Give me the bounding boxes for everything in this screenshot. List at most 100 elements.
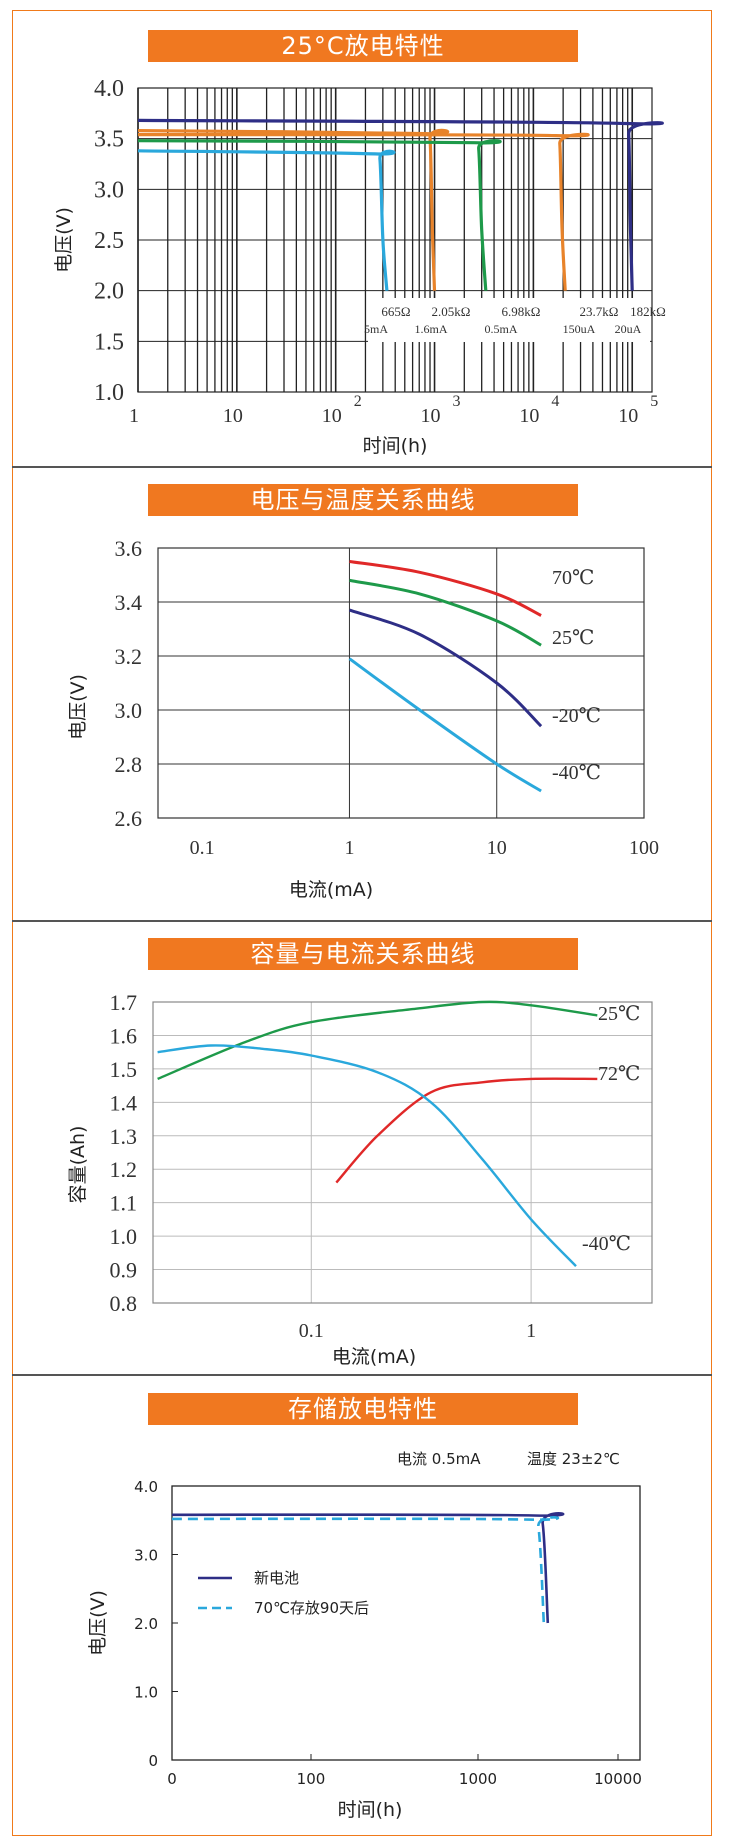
y-tick-label: 1.7: [110, 990, 138, 1015]
panel-divider: [12, 466, 712, 468]
legend-label: 70℃存放90天后: [254, 1599, 369, 1617]
x-axis-title: 电流(mA): [332, 1346, 416, 1368]
condition-current: 电流 0.5mA: [397, 1450, 481, 1468]
series-line: [171, 1512, 565, 1624]
chart-title-banner: 存储放电特性: [148, 1393, 578, 1425]
y-tick-label: 1.4: [110, 1090, 138, 1115]
y-tick-label: 2.0: [94, 279, 124, 305]
condition-temperature: 温度 23±2℃: [527, 1450, 620, 1468]
series-line: [348, 657, 542, 793]
y-tick-label: 3.4: [115, 590, 143, 615]
series-sublabel: 1.6mA: [415, 322, 448, 336]
x-tick-label: 1: [129, 405, 139, 427]
y-tick-label: 1.0: [94, 380, 124, 406]
x-tick-label: 0.1: [190, 837, 215, 859]
series-line: [349, 578, 542, 647]
y-tick-label: 0: [148, 1752, 158, 1770]
y-tick-label: 3.0: [94, 177, 124, 203]
y-tick-label: 3.0: [134, 1547, 158, 1565]
series-line: [157, 1044, 577, 1268]
x-tick-label: 100: [629, 837, 659, 859]
x-tick-label: 100: [297, 1770, 326, 1788]
x-tick-label: 0.1: [299, 1320, 324, 1342]
series-sublabel: 5mA: [364, 322, 388, 336]
series-line: [137, 118, 664, 291]
y-tick-label: 1.6: [110, 1023, 138, 1048]
storage-discharge-chart: 0 1.0 2.0 3.0 4.0 0 100 1000 10000 新电池 70℃存放90天后 电流…: [87, 1450, 642, 1821]
series-label: -40℃: [552, 762, 601, 784]
series-label: -40℃: [582, 1233, 631, 1255]
x-tick-exponent: 3: [453, 393, 461, 410]
series-line: [349, 560, 542, 617]
series-sublabel: 20uA: [615, 322, 642, 336]
x-tick-label: 10: [421, 405, 441, 427]
series-label: -20℃: [552, 705, 601, 727]
plot-frame: [171, 1485, 641, 1761]
series-label: 182kΩ: [630, 304, 666, 319]
y-tick-label: 2.6: [115, 806, 143, 831]
y-axis-title: 电压(V): [67, 674, 89, 740]
y-tick-label: 4.0: [134, 1478, 158, 1496]
series-line: [157, 1000, 598, 1081]
series-line: [171, 1516, 560, 1624]
y-tick-label: 1.1: [110, 1191, 138, 1216]
series-sublabel: 150uA: [563, 322, 596, 336]
y-tick-label: 1.2: [110, 1157, 138, 1182]
y-tick-label: 2.0: [134, 1615, 158, 1633]
legend-label: 新电池: [254, 1569, 299, 1587]
x-tick-label: 10: [322, 405, 342, 427]
panel-divider: [12, 1374, 712, 1376]
y-tick-label: 1.5: [94, 329, 124, 355]
discharge-chart: 1.0 1.5 2.0 2.5 3.0 3.5 4.0 1 10 10 2 10 3 10 4 10 5 665Ω…: [53, 76, 666, 457]
x-tick-label: 10: [223, 405, 243, 427]
y-tick-label: 3.5: [94, 127, 124, 153]
y-tick-label: 1.0: [134, 1684, 158, 1702]
chart-panel-storage: [12, 1374, 712, 1836]
plot-frame: [152, 1001, 653, 1304]
y-axis-title: 容量(Ah): [67, 1126, 89, 1204]
panel-divider: [12, 920, 712, 922]
x-tick-label: 1: [344, 837, 354, 859]
x-tick-label: 1: [526, 1320, 536, 1342]
y-tick-label: 2.8: [115, 752, 143, 777]
plot-frame: [157, 547, 645, 819]
y-tick-label: 3.6: [115, 536, 143, 561]
x-axis-title: 时间(h): [363, 435, 428, 457]
x-axis-title: 时间(h): [338, 1799, 403, 1821]
chart-title-banner: 电压与温度关系曲线: [148, 484, 578, 516]
chart-panel-voltage-temperature: [12, 466, 712, 922]
series-line: [335, 1077, 598, 1184]
y-tick-label: 1.0: [110, 1224, 138, 1249]
chart-title-banner: 25°C放电特性: [148, 30, 578, 62]
y-tick-label: 3.0: [115, 698, 143, 723]
y-tick-label: 4.0: [94, 76, 124, 102]
x-tick-label: 10000: [594, 1770, 642, 1788]
series-label: 25℃: [552, 627, 594, 649]
x-tick-label: 10: [519, 405, 539, 427]
y-axis-title: 电压(V): [53, 207, 75, 273]
x-tick-exponent: 5: [650, 393, 658, 410]
series-label: 72℃: [598, 1063, 640, 1085]
series-line: [137, 149, 396, 291]
series-label: 23.7kΩ: [580, 304, 619, 319]
series-sublabel: 0.5mA: [485, 322, 518, 336]
series-line: [137, 128, 450, 291]
y-tick-label: 1.5: [110, 1057, 138, 1082]
x-tick-label: 10: [618, 405, 638, 427]
chart-title-banner: 容量与电流关系曲线: [148, 938, 578, 970]
x-tick-label: 1000: [459, 1770, 497, 1788]
series-line: [137, 132, 590, 291]
series-label: 665Ω: [381, 304, 410, 319]
series-label-box: [368, 298, 650, 342]
y-tick-label: 0.9: [110, 1258, 138, 1283]
x-axis-title: 电流(mA): [289, 879, 373, 901]
y-tick-label: 3.2: [115, 644, 143, 669]
voltage-temperature-chart: 2.6 2.8 3.0 3.2 3.4 3.6 0.1 1 10 100 70℃ 25℃ -20℃ -40…: [67, 536, 659, 901]
capacity-current-chart: 0.8 0.9 1.0 1.1 1.2 1.3 1.4 1.5 1.6 1.7 0.1 1 25℃ 72℃…: [67, 990, 653, 1368]
series-label: 25℃: [598, 1003, 640, 1025]
x-tick-exponent: 2: [354, 393, 362, 410]
y-tick-label: 1.3: [110, 1124, 138, 1149]
y-tick-label: 2.5: [94, 228, 124, 254]
x-tick-exponent: 4: [551, 393, 559, 410]
series-label: 70℃: [552, 567, 594, 589]
